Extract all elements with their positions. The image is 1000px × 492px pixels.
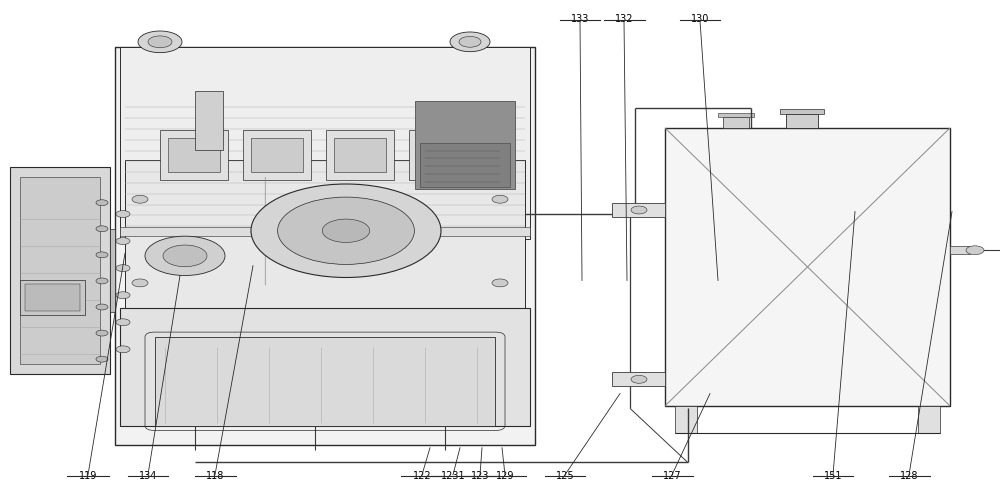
Circle shape (278, 197, 414, 264)
Text: 129: 129 (496, 471, 514, 481)
Circle shape (450, 32, 490, 52)
Bar (417, 138, 469, 172)
Bar (780, 109, 824, 114)
Text: 123: 123 (471, 471, 489, 481)
Text: 132: 132 (615, 14, 633, 24)
Bar (120, 308, 530, 426)
Bar (950, 246, 970, 254)
Bar (415, 101, 515, 189)
Circle shape (96, 226, 108, 232)
Circle shape (631, 375, 647, 383)
Bar (334, 138, 386, 172)
Bar (160, 130, 228, 180)
Circle shape (966, 246, 984, 255)
Bar (918, 406, 940, 433)
Text: 125: 125 (556, 471, 574, 481)
Bar (115, 47, 535, 445)
Circle shape (163, 245, 207, 267)
Circle shape (322, 219, 370, 243)
Text: 134: 134 (139, 471, 157, 481)
Bar (155, 337, 495, 426)
Bar (723, 117, 749, 128)
Bar (110, 229, 115, 312)
Text: 1231: 1231 (441, 471, 465, 481)
Bar (243, 130, 311, 180)
Bar (20, 177, 100, 364)
Circle shape (492, 279, 508, 287)
Bar (675, 406, 697, 433)
Bar (786, 114, 818, 128)
Circle shape (116, 292, 130, 299)
Bar (125, 160, 525, 308)
Bar (120, 47, 530, 239)
Bar (20, 280, 85, 315)
Bar (120, 227, 530, 236)
Circle shape (116, 238, 130, 245)
Text: 118: 118 (206, 471, 224, 481)
Circle shape (251, 184, 441, 277)
Text: 151: 151 (824, 471, 842, 481)
Circle shape (145, 236, 225, 276)
Circle shape (96, 356, 108, 362)
Bar (25, 284, 80, 311)
Text: 127: 127 (663, 471, 681, 481)
Bar (251, 138, 303, 172)
Circle shape (116, 319, 130, 326)
Bar (10, 167, 110, 374)
Text: 133: 133 (571, 14, 589, 24)
Circle shape (96, 304, 108, 310)
Circle shape (116, 265, 130, 272)
Circle shape (132, 279, 148, 287)
Bar (326, 130, 394, 180)
Circle shape (116, 211, 130, 217)
Bar (409, 130, 477, 180)
Circle shape (96, 200, 108, 206)
Circle shape (492, 195, 508, 203)
Text: 128: 128 (900, 471, 918, 481)
Circle shape (138, 31, 182, 53)
Bar (718, 113, 754, 117)
Circle shape (96, 330, 108, 336)
Bar (420, 143, 510, 187)
Bar (612, 203, 665, 217)
Circle shape (96, 278, 108, 284)
Text: 122: 122 (413, 471, 431, 481)
Circle shape (631, 206, 647, 214)
Circle shape (459, 36, 481, 47)
Circle shape (132, 195, 148, 203)
Circle shape (96, 252, 108, 258)
Bar (168, 138, 220, 172)
Text: 119: 119 (79, 471, 97, 481)
Bar (612, 372, 665, 386)
Text: 130: 130 (691, 14, 709, 24)
Bar (195, 91, 223, 150)
Circle shape (148, 36, 172, 48)
Bar (665, 128, 950, 406)
Circle shape (116, 346, 130, 353)
